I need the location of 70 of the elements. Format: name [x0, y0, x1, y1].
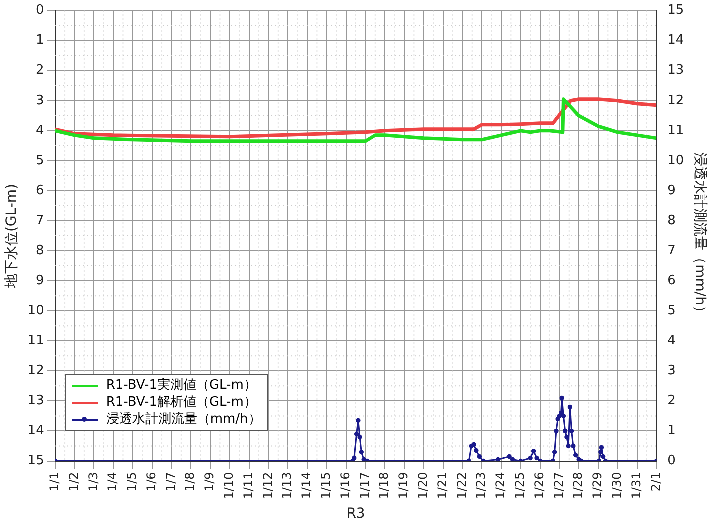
x-tick-label: 1/25 [513, 472, 527, 500]
y-tick-label: 3 [36, 93, 44, 108]
x-tick-label: 1/31 [629, 472, 644, 500]
y-tick-label: 12 [28, 364, 44, 379]
x-tick-label: 1/30 [610, 472, 624, 500]
x-tick-label: 1/27 [552, 472, 566, 500]
y2-tick-label: 9 [668, 183, 676, 198]
x-tick-label: 1/11 [241, 472, 256, 500]
y2-tick-label: 4 [668, 334, 676, 349]
x-axis-title: R3 [346, 506, 366, 522]
x-tick-label: 1/9 [202, 472, 217, 492]
y2-tick-label: 2 [668, 394, 676, 409]
x-tick-label: 1/14 [300, 472, 314, 500]
x-tick-label: 1/5 [125, 472, 140, 492]
y2-tick-label: 15 [668, 3, 684, 18]
y-tick-label: 14 [28, 424, 44, 439]
y2-axis-title: 浸透水計測流量（mm/h） [692, 152, 708, 320]
x-tick-label: 1/23 [474, 472, 488, 500]
y-tick-label: 2 [36, 63, 44, 78]
y2-tick-label: 1 [668, 424, 676, 439]
x-tick-label: 1/22 [454, 472, 469, 500]
y2-tick-label: 3 [668, 364, 676, 379]
y2-tick-label: 6 [668, 273, 676, 288]
x-tick-label: 1/7 [164, 472, 178, 492]
x-tick-label: 1/17 [358, 472, 372, 500]
x-tick-label: 1/6 [144, 472, 158, 492]
y-tick-label: 9 [36, 273, 44, 288]
legend-label: R1-BV-1解析値（GL-m） [106, 394, 257, 412]
y2-tick-label: 5 [668, 303, 676, 318]
y-tick-label: 10 [28, 303, 44, 318]
x-tick-label: 1/12 [260, 472, 275, 500]
x-tick-label: 2/1 [648, 472, 663, 492]
x-tick-label: 1/10 [222, 472, 236, 500]
x-tick-label: 1/8 [183, 472, 198, 492]
y2-tick-label: 14 [668, 33, 684, 48]
x-tick-label: 1/3 [86, 472, 100, 492]
y2-tick-label: 0 [668, 454, 676, 469]
y2-tick-label: 13 [668, 63, 684, 78]
y2-tick-label: 10 [668, 153, 684, 168]
y2-tick-label: 8 [668, 213, 676, 228]
x-tick-label: 1/13 [280, 472, 294, 500]
x-tick-label: 1/20 [416, 472, 430, 500]
x-tick-label: 1/21 [435, 472, 450, 500]
y2-tick-label: 11 [668, 123, 684, 138]
y-tick-label: 11 [28, 334, 44, 349]
x-tick-label: 1/26 [532, 472, 546, 500]
y-tick-label: 15 [28, 454, 44, 469]
x-tick-label: 1/24 [494, 472, 508, 500]
x-tick-label: 1/1 [47, 472, 62, 492]
y2-tick-label: 12 [668, 93, 684, 108]
x-tick-label: 1/2 [66, 472, 81, 492]
legend-label: R1-BV-1実測値（GL-m） [106, 377, 257, 394]
y-tick-label: 4 [36, 123, 44, 138]
x-tick-label: 1/28 [571, 472, 586, 500]
y2-tick-label: 7 [668, 243, 676, 258]
legend-label: 浸透水計測流量（mm/h） [106, 411, 262, 428]
x-tick-label: 1/16 [338, 472, 352, 500]
y-tick-label: 13 [28, 394, 44, 409]
y-tick-label: 5 [36, 153, 44, 168]
y-tick-label: 7 [36, 213, 44, 228]
y-tick-label: 8 [36, 243, 44, 258]
x-tick-label: 1/19 [396, 472, 411, 500]
x-tick-label: 1/15 [319, 472, 334, 500]
x-tick-label: 1/18 [377, 472, 392, 500]
y-tick-label: 6 [36, 183, 44, 198]
x-tick-label: 1/4 [106, 472, 120, 492]
x-tick-label: 1/29 [590, 472, 605, 500]
y-tick-label: 1 [36, 33, 44, 48]
y-axis-title: 地下水位(GL-m) [4, 184, 20, 290]
y-tick-label: 0 [36, 3, 44, 18]
